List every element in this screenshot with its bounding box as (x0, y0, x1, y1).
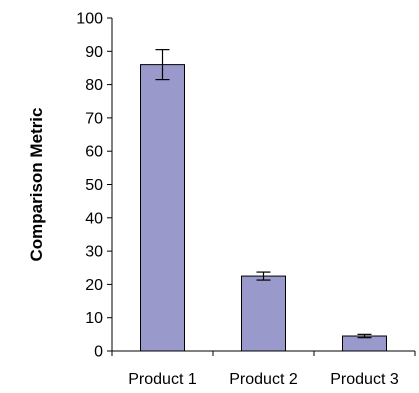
error-bar (155, 49, 170, 81)
bars (140, 64, 387, 352)
y-axis-ticks: 0 10 20 30 40 50 60 70 80 90 100 (76, 11, 112, 361)
error-bar (256, 271, 271, 281)
error-bar (357, 333, 372, 339)
y-axis-title: Comparison Metric (27, 108, 46, 262)
y-tick-label: 90 (85, 44, 103, 61)
y-tick-label: 30 (85, 244, 103, 261)
x-tick-label: Product 2 (229, 371, 298, 388)
y-tick-label: 0 (94, 344, 103, 361)
x-tick-label: Product 3 (330, 371, 399, 388)
y-tick-label: 50 (85, 177, 103, 194)
bar (140, 64, 185, 352)
y-tick-label: 70 (85, 110, 103, 127)
y-tick-label: 10 (85, 310, 103, 327)
y-tick-label: 20 (85, 277, 103, 294)
y-tick-label: 100 (76, 11, 103, 28)
x-tick-label: Product 1 (128, 371, 197, 388)
y-tick-label: 80 (85, 77, 103, 94)
x-axis-ticks: Product 1 Product 2 Product 3 (111, 351, 416, 388)
y-tick-label: 60 (85, 144, 103, 161)
error-bars (155, 49, 372, 339)
y-tick-label: 40 (85, 210, 103, 227)
bar (241, 275, 286, 352)
